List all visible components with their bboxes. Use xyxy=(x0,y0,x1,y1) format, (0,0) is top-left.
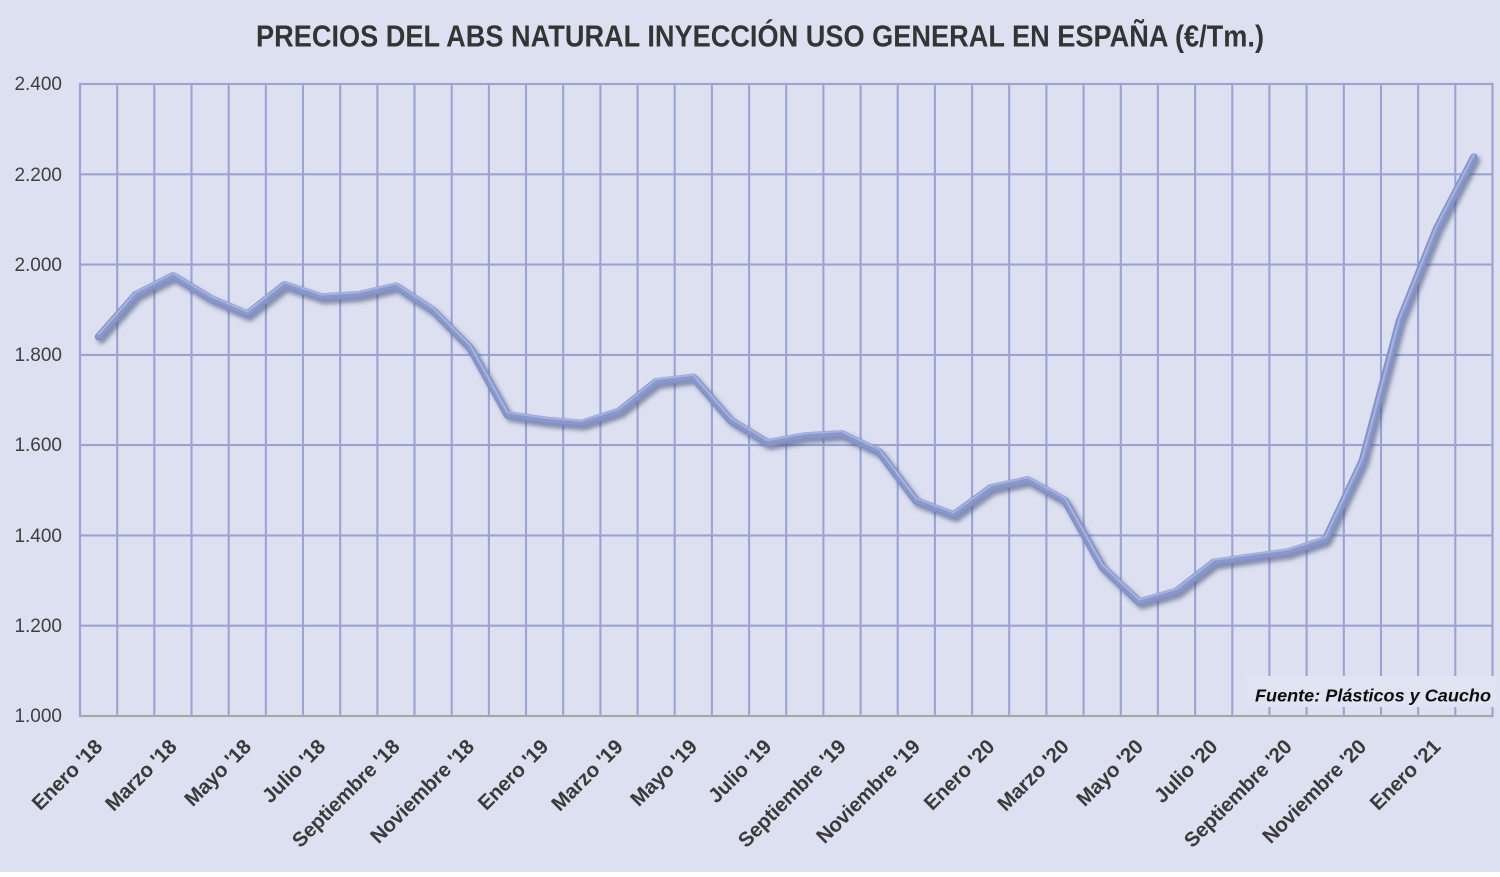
svg-text:1.800: 1.800 xyxy=(14,345,62,366)
svg-text:2.200: 2.200 xyxy=(14,165,62,186)
svg-text:2.000: 2.000 xyxy=(14,255,62,276)
svg-text:2.400: 2.400 xyxy=(14,74,62,95)
svg-text:1.200: 1.200 xyxy=(14,616,62,637)
svg-text:1.600: 1.600 xyxy=(14,435,62,456)
svg-text:1.400: 1.400 xyxy=(14,526,62,547)
svg-text:1.000: 1.000 xyxy=(14,706,62,727)
svg-text:PRECIOS DEL ABS NATURAL INYECC: PRECIOS DEL ABS NATURAL INYECCIÓN USO GE… xyxy=(256,18,1264,54)
svg-text:Fuente: Plásticos y Caucho: Fuente: Plásticos y Caucho xyxy=(1255,686,1491,706)
